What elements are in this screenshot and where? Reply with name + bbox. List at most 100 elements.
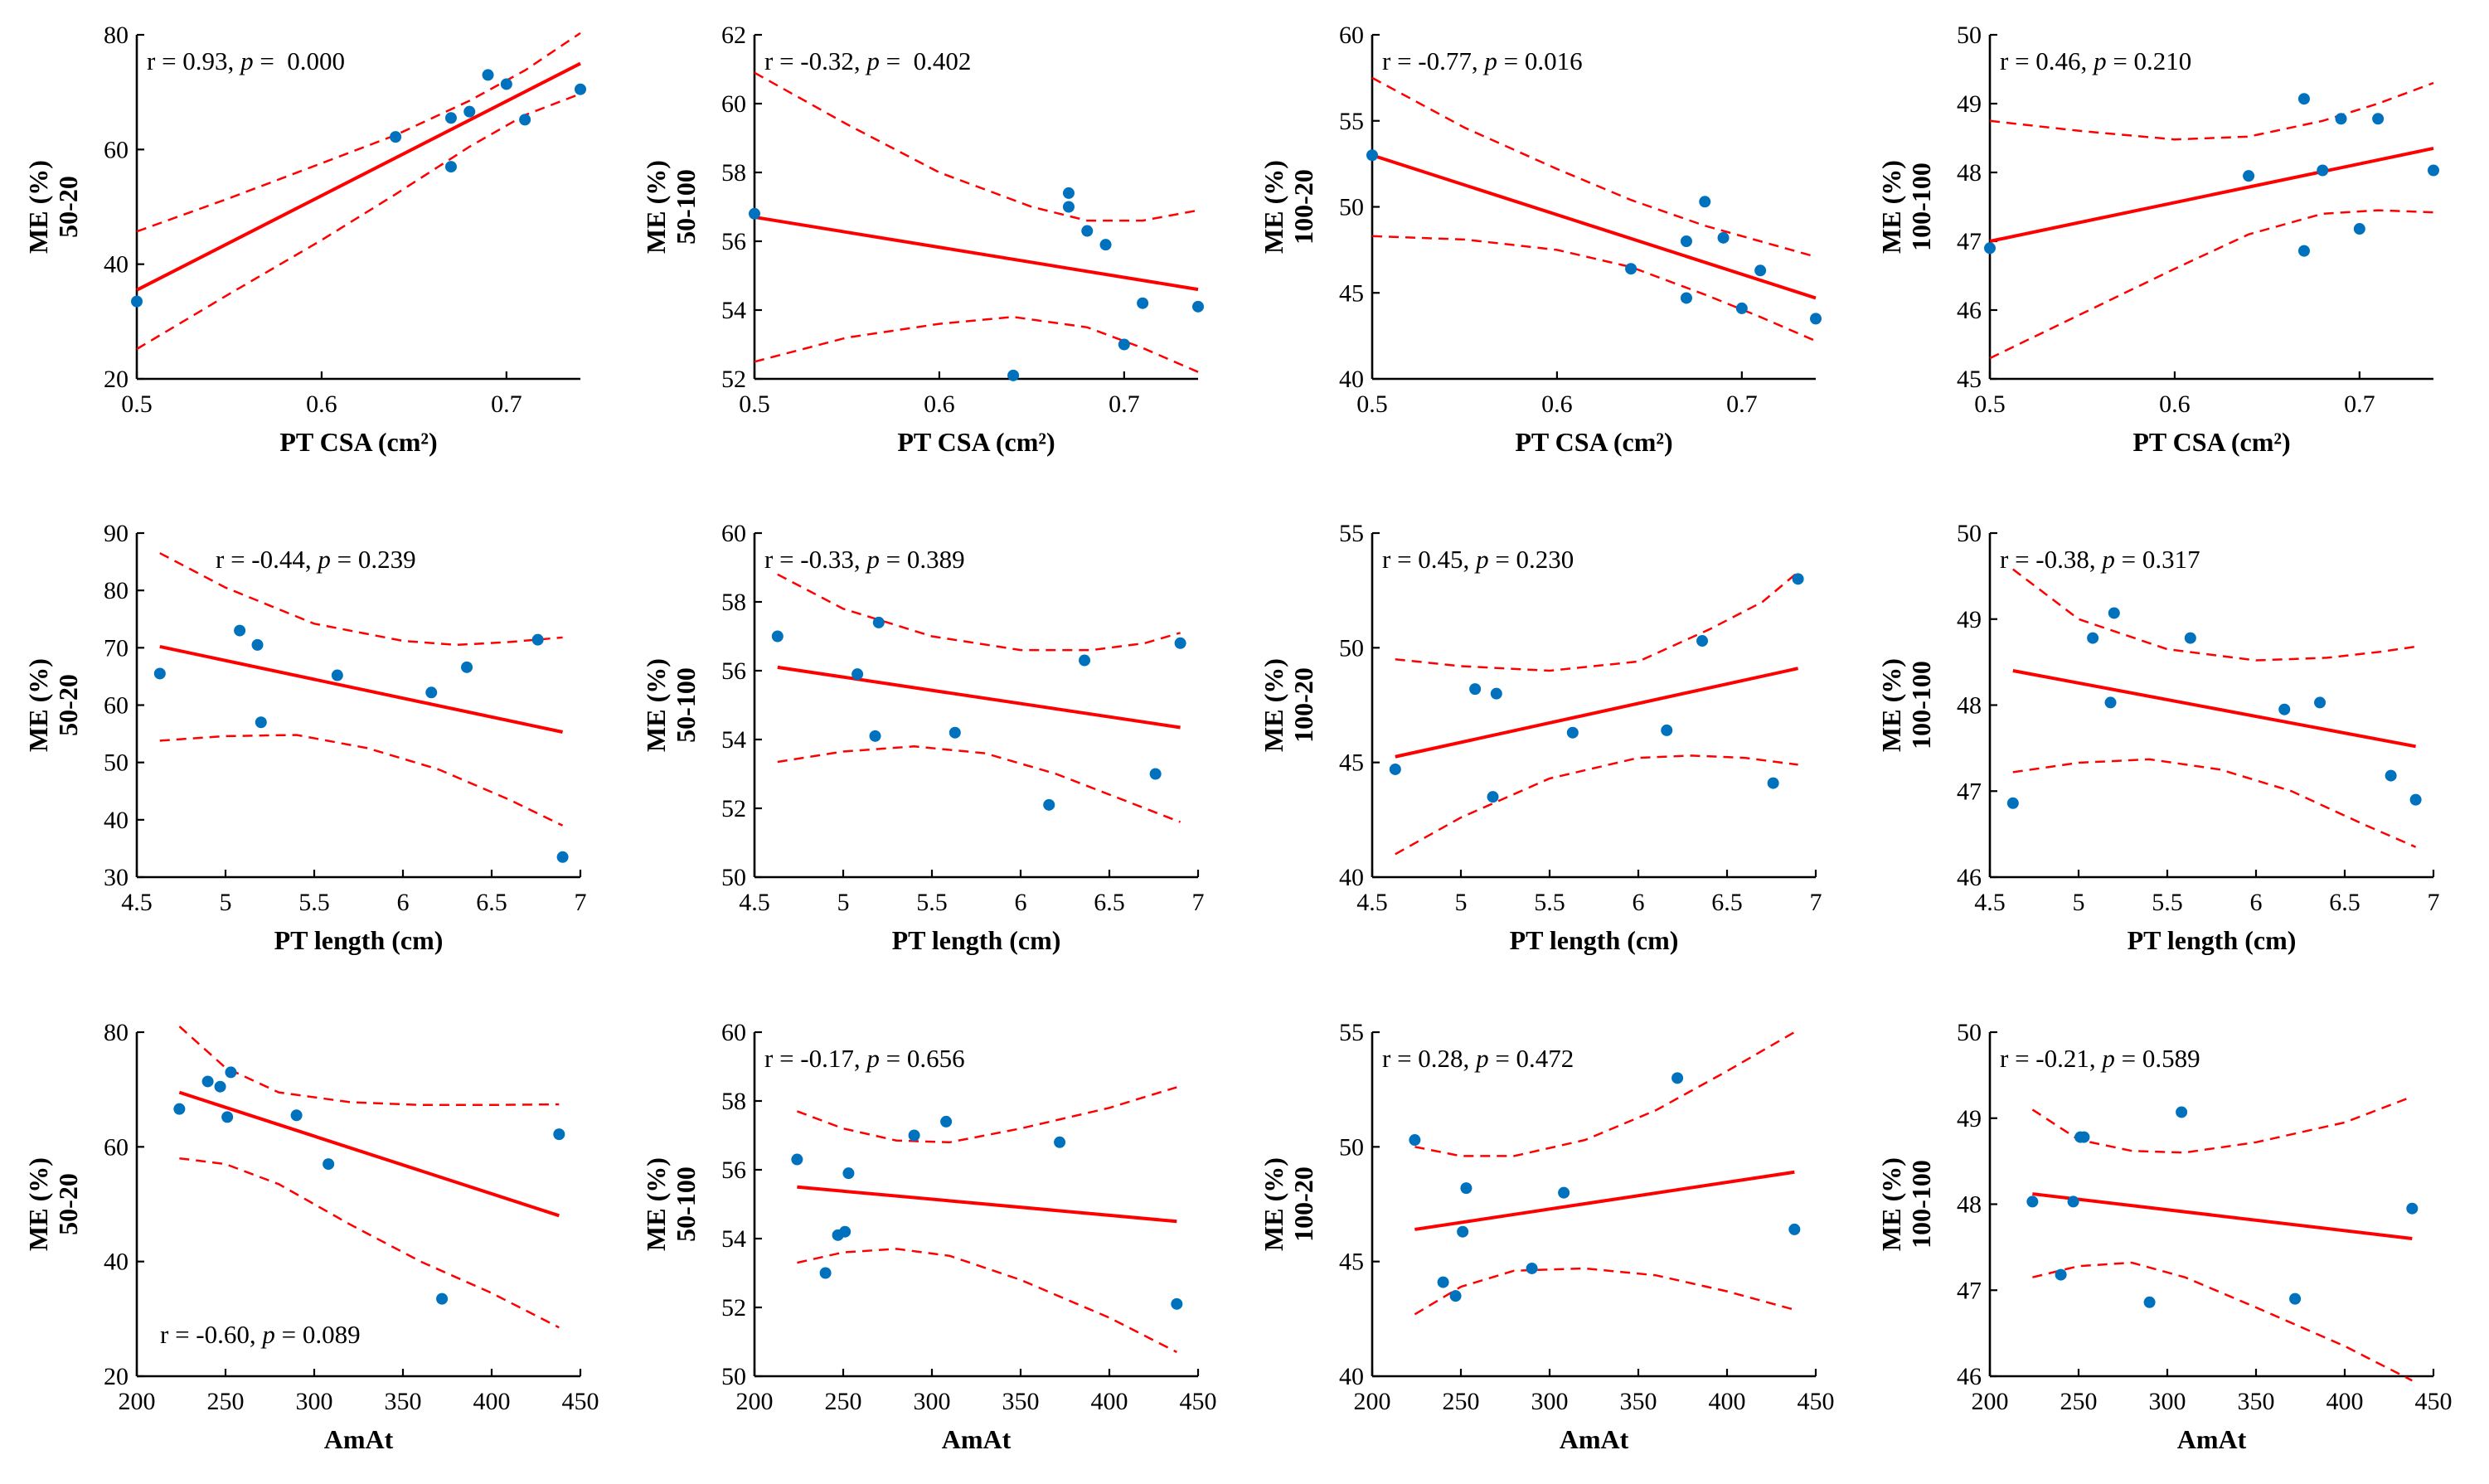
x-tick-label: 400 — [1091, 1388, 1128, 1415]
data-point — [1043, 798, 1055, 811]
data-point — [1062, 201, 1075, 213]
data-point — [390, 131, 402, 143]
data-point — [290, 1109, 303, 1122]
regression-line — [159, 644, 564, 734]
annotation-p-symbol: p — [2100, 1044, 2115, 1073]
data-point — [1062, 187, 1075, 199]
data-point — [1449, 1290, 1462, 1302]
x-tick-label: 0.5 — [1974, 390, 2006, 418]
data-point — [1680, 292, 1692, 304]
y-tick-label: 46 — [1957, 864, 1982, 891]
y-tick-label: 40 — [104, 807, 129, 834]
annotation-p-value: = 0.089 — [275, 1320, 361, 1349]
x-tick-label: 6 — [397, 889, 410, 916]
confidence-band-upper — [1414, 1031, 1795, 1157]
confidence-band-lower — [777, 745, 1181, 823]
data-point — [1625, 263, 1638, 275]
regression-line — [1371, 153, 1817, 300]
data-point — [461, 661, 473, 673]
confidence-band-upper — [159, 552, 563, 647]
x-tick-label: 0.7 — [1726, 390, 1758, 418]
x-tick-label: 200 — [736, 1388, 774, 1415]
y-axis-label: ME (%) — [641, 160, 671, 254]
confidence-band-lower — [797, 1248, 1177, 1354]
confidence-band-upper — [754, 71, 1199, 222]
y-tick-label: 48 — [1957, 692, 1982, 720]
annotation-r: r = 0.93, — [147, 46, 240, 75]
x-tick-label: 6.5 — [1094, 889, 1125, 916]
data-point — [1526, 1262, 1538, 1274]
regression-line — [2032, 1192, 2413, 1240]
annotation-p-value: = 0.210 — [2107, 46, 2192, 75]
data-point — [2409, 793, 2422, 806]
y-axis-sublabel: 100-20 — [1288, 667, 1318, 743]
x-tick-label: 6.5 — [476, 889, 507, 916]
data-point — [1699, 196, 1711, 208]
data-point — [1984, 242, 1996, 255]
data-point — [2289, 1292, 2302, 1305]
x-tick-label: 350 — [1002, 1388, 1040, 1415]
data-point — [1487, 791, 1499, 803]
x-tick-label: 450 — [562, 1388, 599, 1415]
confidence-band-upper — [2031, 1095, 2413, 1154]
x-tick-label: 6.5 — [2329, 889, 2360, 916]
data-point — [1079, 654, 1091, 667]
data-point — [940, 1115, 953, 1128]
annotation-r: r = -0.21, — [2000, 1044, 2102, 1073]
y-tick-label: 55 — [1339, 108, 1364, 135]
y-tick-label: 80 — [104, 577, 129, 604]
data-point — [444, 112, 457, 124]
annotation-p-value: = 0.589 — [2115, 1044, 2200, 1073]
data-point — [482, 69, 494, 81]
x-tick-label: 0.5 — [121, 390, 153, 418]
annotation-p-symbol: p — [2100, 545, 2115, 574]
y-tick-label: 49 — [1957, 90, 1982, 118]
data-point — [2335, 113, 2347, 125]
data-point — [1558, 1186, 1570, 1199]
correlation-annotation: r = -0.33, p = 0.389 — [764, 545, 965, 574]
confidence-band-lower — [1395, 754, 1798, 856]
x-tick-label: 450 — [1180, 1388, 1217, 1415]
y-tick-label: 60 — [721, 90, 746, 118]
annotation-r: r = -0.33, — [764, 545, 866, 574]
y-tick-label: 40 — [1339, 864, 1364, 891]
x-axis-label: PT length (cm) — [1510, 925, 1679, 955]
y-tick-label: 50 — [721, 1363, 746, 1390]
x-tick-label: 200 — [1972, 1388, 2009, 1415]
y-tick-label: 48 — [1957, 1191, 1982, 1219]
subplot-9: 200 250 300 350 400 450 20 40 60 80 AmAt ME (%) 50-2… — [23, 1019, 599, 1454]
annotation-p-symbol: p — [239, 46, 254, 75]
x-tick-label: 200 — [119, 1388, 156, 1415]
confidence-band-lower — [179, 1157, 560, 1329]
data-point — [1788, 1223, 1801, 1235]
x-tick-label: 5 — [837, 889, 850, 916]
confidence-band-lower — [1414, 1267, 1795, 1316]
x-tick-label: 0.7 — [491, 390, 522, 418]
confidence-band-lower — [1989, 209, 2434, 360]
y-tick-label: 56 — [721, 657, 746, 685]
x-tick-label: 5.5 — [1534, 889, 1565, 916]
subplot-11: 200 250 300 350 400 450 40 45 50 55 AmAt ME (%) 100-… — [1259, 1019, 1835, 1454]
x-tick-label: 6.5 — [1711, 889, 1743, 916]
data-point — [1792, 573, 1804, 585]
y-tick-label: 70 — [104, 634, 129, 662]
annotation-p-symbol: p — [260, 1320, 275, 1349]
correlation-annotation: r = -0.60, p = 0.089 — [160, 1320, 361, 1349]
x-tick-label: 350 — [2238, 1388, 2275, 1415]
x-tick-label: 300 — [296, 1388, 333, 1415]
x-tick-label: 4.5 — [121, 889, 153, 916]
confidence-band-lower — [136, 93, 581, 351]
data-point — [2428, 164, 2439, 177]
regression-line — [777, 665, 1181, 730]
confidence-band-lower — [754, 316, 1199, 373]
data-point — [214, 1080, 226, 1093]
data-point — [575, 83, 586, 95]
y-tick-label: 60 — [721, 1019, 746, 1046]
x-tick-label: 250 — [825, 1388, 862, 1415]
y-tick-label: 49 — [1957, 1105, 1982, 1132]
y-axis-sublabel: 50-100 — [671, 667, 701, 743]
x-tick-label: 5.5 — [2152, 889, 2183, 916]
x-tick-label: 0.6 — [306, 390, 337, 418]
data-point — [331, 669, 343, 681]
x-tick-label: 300 — [914, 1388, 951, 1415]
